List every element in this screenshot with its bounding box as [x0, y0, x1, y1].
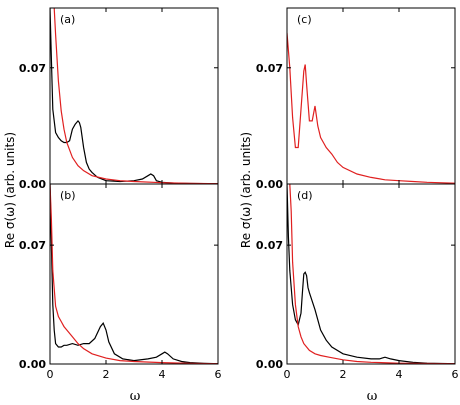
red-series-line — [287, 32, 455, 184]
plot-frame — [49, 7, 219, 185]
black-series-line — [50, 184, 218, 364]
panel-2: 0 2 4 6 0.00 0.07 (b) — [19, 183, 222, 381]
plot-frame — [49, 183, 219, 365]
panel-label: (a) — [60, 13, 75, 26]
series-group — [287, 32, 455, 184]
y-tick-label: 0.00 — [256, 358, 283, 371]
x-tick-label: 6 — [215, 368, 222, 381]
x-tick-label: 4 — [396, 368, 403, 381]
x-axis-label-left: ω — [130, 389, 141, 404]
x-tick-label: 4 — [159, 368, 166, 381]
black-series-line — [287, 184, 455, 364]
series-group — [287, 184, 455, 364]
panel-4: 0 2 4 6 0.00 0.07 (d) — [256, 183, 459, 381]
y-tick-label: 0.07 — [19, 239, 46, 252]
y-tick-label: 0.00 — [19, 178, 46, 191]
y-axis-label-left: Re σ(ω) (arb. units) — [3, 132, 17, 248]
panel-1: 0.00 0.07 (a) — [19, 7, 219, 191]
x-tick-label: 0 — [47, 368, 54, 381]
panel-3: 0.00 0.07 (c) — [256, 7, 456, 191]
y-axis-label-right: Re σ(ω) (arb. units) — [239, 132, 253, 248]
x-tick-label: 6 — [452, 368, 459, 381]
plot-frame — [286, 7, 456, 185]
y-tick-label: 0.07 — [256, 62, 283, 75]
x-tick-label: 2 — [340, 368, 347, 381]
y-tick-label: 0.07 — [256, 239, 283, 252]
black-series-line — [50, 8, 218, 184]
x-tick-label: 0 — [284, 368, 291, 381]
series-group — [50, 184, 218, 364]
x-axis-label-right: ω — [367, 389, 378, 404]
panel-label: (c) — [297, 13, 312, 26]
x-tick-label: 2 — [103, 368, 110, 381]
y-tick-label: 0.00 — [256, 178, 283, 191]
red-series-line — [289, 184, 455, 364]
panel-label: (b) — [60, 189, 76, 202]
red-series-line — [50, 184, 218, 364]
panel-label: (d) — [297, 189, 313, 202]
series-group — [50, 8, 218, 184]
y-tick-label: 0.07 — [19, 62, 46, 75]
panels: 0.00 0.07 (a) 0 2 4 6 0.00 0.07 (b) 0.00 0.07 (c) 0 2 4… — [19, 7, 459, 381]
red-series-line — [53, 8, 218, 184]
plot-frame — [286, 183, 456, 365]
y-tick-label: 0.00 — [19, 358, 46, 371]
